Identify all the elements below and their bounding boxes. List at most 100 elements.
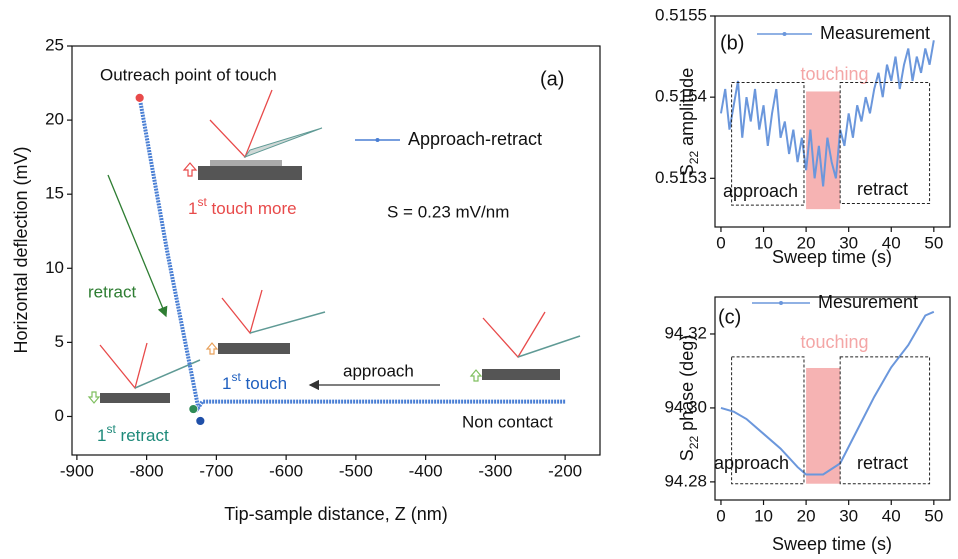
annotation-part: touch — [241, 374, 287, 393]
x-tick-label: 30 — [839, 233, 858, 252]
y-axis-label-part: 22 — [687, 436, 701, 450]
dashed-box — [839, 82, 931, 204]
y-tick-label: 94.28 — [664, 471, 707, 490]
y-tick-label: 0.5154 — [655, 87, 707, 106]
x-tick-label: 0 — [716, 233, 725, 252]
annotation-part: st — [106, 422, 116, 436]
annotation-part: retract — [116, 426, 169, 445]
x-tick-label: 20 — [797, 233, 816, 252]
annotation: Outreach point of touch — [100, 65, 277, 84]
annotation: retract — [88, 282, 136, 301]
legend-dot — [782, 32, 787, 36]
event-point — [188, 404, 199, 414]
y-axis-label-part: phase (deg) — [677, 335, 697, 436]
arrow — [182, 162, 198, 177]
data-line — [720, 310, 935, 476]
sample — [198, 166, 302, 180]
icon-touch-more — [182, 89, 323, 180]
y-tick-label: 0.5155 — [655, 5, 707, 24]
sample — [482, 369, 560, 380]
cantilever — [517, 335, 581, 358]
x-tick-label: 30 — [839, 506, 858, 525]
annotation-part: 1 — [97, 426, 106, 445]
box-label: retract — [857, 453, 908, 473]
box-label: approach — [714, 453, 789, 473]
sample — [218, 343, 290, 354]
annotation: S = 0.23 mV/nm — [387, 202, 509, 221]
icon-non-contact — [469, 311, 581, 382]
plot-frame — [714, 15, 951, 228]
annotation-part: 1 — [188, 199, 197, 218]
annotation: approach — [343, 361, 414, 380]
sample-layer — [210, 160, 282, 166]
x-tick-label: -600 — [269, 461, 303, 480]
retract-arrow — [107, 174, 168, 318]
y-tick-label: 20 — [45, 110, 64, 129]
x-axis-label: Sweep time (s) — [772, 534, 892, 554]
x-axis-label: Sweep time (s) — [772, 247, 892, 267]
icon-touch — [205, 289, 326, 355]
y-tick-label: 94.30 — [664, 397, 707, 416]
panel-label: (c) — [718, 306, 741, 328]
box-label: approach — [723, 181, 798, 201]
annotation-part: touch more — [207, 199, 297, 218]
x-tick-label: 40 — [882, 506, 901, 525]
x-tick-label: 50 — [924, 506, 943, 525]
annotation: 1st touch more — [188, 195, 297, 218]
legend-dot — [375, 138, 380, 142]
dashed-box — [731, 356, 805, 485]
x-tick-label: 50 — [924, 233, 943, 252]
plot-frame — [714, 296, 951, 501]
data-line — [137, 97, 566, 413]
legend-label: Measurement — [820, 23, 930, 43]
x-tick-label: 0 — [716, 506, 725, 525]
y-tick-label: 5 — [55, 332, 64, 351]
x-tick-label: -900 — [60, 461, 94, 480]
x-tick-label: 10 — [754, 233, 773, 252]
y-axis-label: Horizontal deflection (mV) — [11, 146, 31, 353]
y-axis-label: S22 phase (deg) — [677, 335, 701, 461]
icon-retract — [87, 342, 201, 404]
x-tick-label: 40 — [882, 233, 901, 252]
dashed-box — [839, 356, 931, 485]
y-tick-label: 25 — [45, 35, 64, 54]
region-label: touching — [800, 64, 868, 84]
x-axis-label: Tip-sample distance, Z (nm) — [224, 504, 447, 524]
cantilever — [134, 359, 201, 389]
dashed-box — [731, 82, 805, 206]
y-tick-label: 94.32 — [664, 323, 707, 342]
y-tick-label: 15 — [45, 184, 64, 203]
y-axis-label-part: S — [677, 164, 697, 176]
box-label: retract — [857, 179, 908, 199]
panel-label: (b) — [720, 32, 744, 54]
annotation-part: st — [197, 195, 207, 209]
legend-label: Mesurement — [818, 292, 918, 312]
laser — [221, 289, 263, 335]
plot-frame — [71, 45, 601, 456]
laser — [99, 342, 148, 390]
event-point — [195, 416, 206, 426]
annotation: Non contact — [462, 412, 553, 431]
x-tick-label: -200 — [548, 461, 582, 480]
legend-label: Approach-retract — [408, 129, 542, 149]
touching-region — [806, 367, 841, 484]
sample — [100, 393, 170, 403]
cantilever — [249, 311, 326, 334]
annotation: 1st retract — [97, 422, 169, 445]
y-axis-label-part: 22 — [687, 151, 701, 165]
x-tick-label: 20 — [797, 506, 816, 525]
y-tick-label: 0.5153 — [655, 168, 707, 187]
arrow — [87, 391, 101, 404]
event-point — [134, 92, 145, 103]
y-axis-label-part: S — [677, 449, 697, 461]
y-axis-label: S22 amplitude — [677, 68, 701, 176]
annotation: 1st touch — [222, 370, 287, 393]
y-tick-label: 0 — [55, 406, 64, 425]
annotation-part: st — [231, 370, 241, 384]
x-tick-label: -800 — [130, 461, 164, 480]
panel-label: (a) — [540, 68, 564, 90]
y-tick-label: 10 — [45, 258, 64, 277]
region-label: touching — [800, 332, 868, 352]
data-line — [719, 40, 935, 187]
